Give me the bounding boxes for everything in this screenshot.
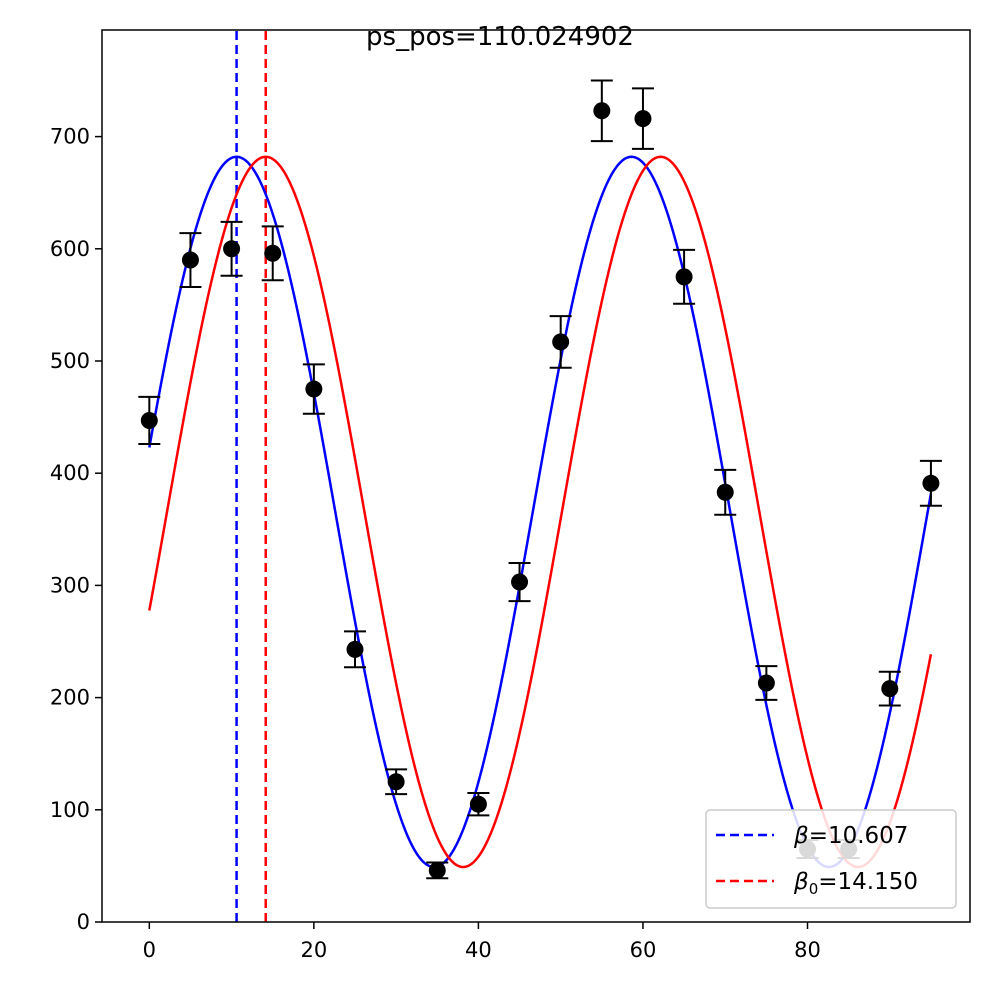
- data-point-18: [881, 680, 899, 698]
- y-tick-label-1: 100: [50, 798, 90, 822]
- data-point-3: [264, 244, 282, 262]
- data-point-1: [181, 251, 199, 269]
- y-tick-label-4: 400: [50, 461, 90, 485]
- x-tick-label-4: 80: [794, 938, 821, 962]
- data-point-14: [716, 483, 734, 501]
- data-point-8: [469, 795, 487, 813]
- y-tick-label-6: 600: [50, 237, 90, 261]
- x-tick-label-2: 40: [465, 938, 492, 962]
- data-point-6: [387, 773, 405, 791]
- data-point-7: [428, 861, 446, 879]
- data-point-11: [593, 102, 611, 120]
- legend-label-1: β0=14.150: [793, 869, 918, 898]
- axes: 0 20 40 60 80 0 100 200 300 400 500 600 700: [50, 29, 971, 962]
- y-tick-label-5: 500: [50, 349, 90, 373]
- data-point-12: [634, 110, 652, 128]
- legend-symbol: β: [793, 823, 809, 849]
- fit-curve-1: [148, 155, 933, 869]
- y-tick-label-3: 300: [50, 573, 90, 597]
- y-tick-label-0: 0: [77, 910, 90, 934]
- data-point-9: [511, 573, 529, 591]
- data-point-5: [346, 640, 364, 658]
- y-tick-label-7: 700: [50, 125, 90, 149]
- legend-label-0: β=10.607: [793, 823, 908, 849]
- legend-value: =10.607: [809, 823, 909, 849]
- x-tick-label-1: 20: [300, 938, 327, 962]
- x-tick-label-3: 60: [630, 938, 657, 962]
- data-point-15: [757, 674, 775, 692]
- data-point-19: [922, 474, 940, 492]
- data-point-4: [305, 380, 323, 398]
- chart-title: ps_pos=110.024902: [366, 22, 634, 52]
- legend-subscript: 0: [809, 880, 819, 898]
- data-point-0: [140, 411, 158, 429]
- y-tick-label-2: 200: [50, 686, 90, 710]
- data-point-13: [675, 268, 693, 286]
- plot-area: [138, 30, 942, 922]
- data-point-2: [223, 240, 241, 258]
- plot-content: [138, 30, 942, 922]
- axes-frame: [101, 29, 971, 923]
- data-point-10: [552, 333, 570, 351]
- legend-symbol: β: [793, 869, 809, 895]
- legend-box: [705, 809, 957, 909]
- x-tick-label-0: 0: [143, 938, 156, 962]
- legend-value: =14.150: [818, 869, 918, 895]
